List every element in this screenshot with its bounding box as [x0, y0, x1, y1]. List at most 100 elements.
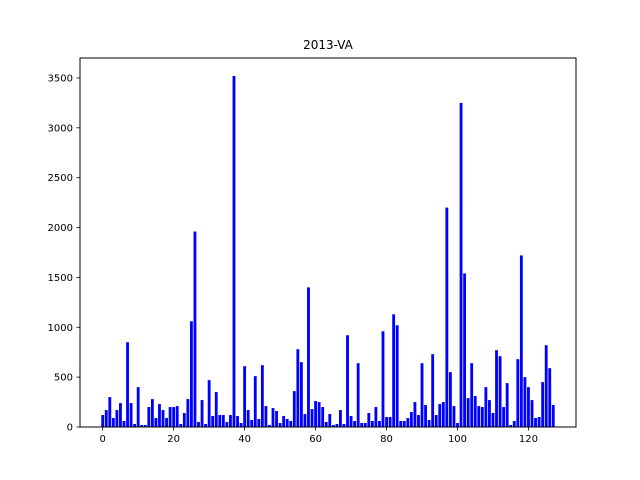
bar: [402, 421, 406, 427]
bar: [363, 423, 367, 427]
bar: [324, 422, 328, 427]
chart-title: 2013-VA: [303, 38, 354, 52]
bar: [140, 425, 144, 427]
bars-group: [101, 75, 555, 427]
bar: [505, 383, 509, 427]
bar: [111, 418, 115, 427]
bar: [463, 273, 467, 427]
bar: [108, 397, 112, 427]
bar: [268, 425, 271, 427]
bar: [399, 421, 403, 427]
bar: [147, 407, 151, 427]
bar: [346, 335, 349, 427]
x-tick-label: 60: [309, 434, 322, 445]
bar: [115, 410, 119, 427]
bar: [495, 350, 498, 427]
bar: [172, 407, 176, 427]
bar: [466, 398, 470, 427]
bar: [182, 413, 186, 427]
bar: [175, 406, 179, 427]
bar: [434, 415, 438, 427]
bar: [431, 354, 435, 427]
bar: [452, 406, 456, 427]
x-tick-label: 120: [519, 434, 538, 445]
bar: [250, 420, 254, 427]
bar: [427, 420, 431, 427]
bar: [303, 414, 307, 427]
bar: [417, 415, 420, 427]
bar: [470, 363, 474, 427]
bar: [544, 345, 548, 427]
bar: [271, 408, 275, 427]
bar: [197, 422, 200, 427]
bar: [516, 359, 520, 427]
y-axis: 0 500 1000 1500 2000 2500 3000 3500: [48, 73, 80, 434]
x-tick-label: 20: [167, 434, 180, 445]
bar: [150, 399, 154, 427]
bar: [260, 365, 264, 427]
bar: [360, 423, 364, 427]
x-tick-label: 80: [380, 434, 393, 445]
bar: [541, 382, 545, 427]
bar: [193, 231, 197, 427]
bar: [413, 402, 417, 427]
bar: [154, 418, 158, 427]
bar: [441, 402, 445, 427]
bar: [370, 421, 374, 427]
bar: [353, 421, 357, 427]
bar: [331, 425, 335, 427]
bar: [438, 404, 442, 427]
bar: [310, 409, 314, 427]
bar: [488, 400, 491, 427]
bar: [161, 410, 165, 427]
bar: [264, 406, 268, 427]
bar: [321, 407, 325, 427]
bar: [491, 413, 495, 427]
bar: [207, 380, 211, 427]
bar: [395, 325, 399, 427]
bar: [282, 416, 286, 427]
bar: [119, 403, 122, 427]
bar: [480, 407, 484, 427]
y-tick-label: 3500: [48, 73, 73, 84]
bar: [367, 413, 371, 427]
bar: [551, 405, 555, 427]
plot-frame: [79, 57, 577, 428]
bar: [392, 314, 396, 427]
bar: [338, 410, 342, 427]
bar: [253, 376, 257, 427]
bar: [356, 363, 360, 427]
x-tick-label: 100: [448, 434, 467, 445]
bar: [548, 368, 552, 427]
bar: [278, 423, 282, 427]
bar: [299, 362, 303, 427]
bar: [136, 387, 140, 427]
bar: [292, 391, 296, 427]
bar: [232, 75, 236, 427]
bar: [502, 407, 506, 427]
bar: [477, 406, 481, 427]
bar: [537, 417, 541, 427]
bar: [225, 422, 229, 427]
bar: [104, 410, 108, 427]
bar: [527, 387, 530, 427]
bar: [420, 363, 424, 427]
bar: [122, 421, 126, 427]
x-axis: 0 20 40 60 80 100 120: [100, 427, 538, 445]
bar: [388, 417, 392, 427]
bar: [523, 377, 527, 427]
bar: [378, 421, 381, 427]
bar: [374, 407, 378, 427]
bar: [519, 255, 523, 427]
bar: [257, 419, 261, 427]
bar: [200, 400, 204, 427]
y-tick-label: 2500: [48, 173, 73, 184]
bar: [133, 424, 137, 427]
bar: [129, 403, 133, 427]
bar: [179, 424, 183, 427]
bar: [296, 349, 300, 427]
bar: [314, 401, 318, 427]
bar: [534, 418, 537, 427]
bar: [509, 425, 513, 427]
